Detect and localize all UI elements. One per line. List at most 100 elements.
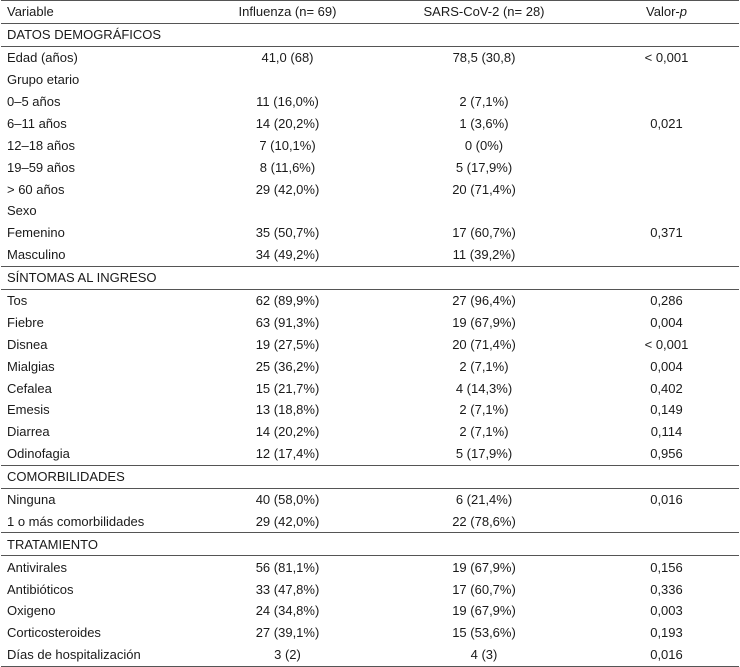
influenza-value: 34 (49,2%) [255, 247, 320, 263]
row-label: 19–59 años [7, 159, 75, 175]
sars-cov-2-value: 4 (3) [374, 643, 594, 667]
sars-cov-2-value: 78,5 (30,8) [452, 50, 516, 66]
header-sars-cov-2: SARS-CoV-2 (n= 28) [423, 4, 545, 20]
table-row: Odinofagia 12 (17,4%) 5 (17,9%) 0,956 [1, 443, 739, 465]
influenza-value: 63 (91,3%) [255, 314, 320, 330]
sars-cov-2-value: 6 (21,4%) [455, 492, 513, 508]
table-header: Variable Influenza (n= 69) SARS-CoV-2 (n… [1, 0, 739, 24]
sars-cov-2-value: 11 (39,2%) [452, 247, 516, 263]
p-value [594, 178, 739, 200]
row-label: Odinofagia [7, 446, 70, 462]
p-value: 0,004 [650, 358, 683, 374]
p-value [594, 200, 739, 222]
row-label: Antivirales [7, 559, 67, 575]
sars-cov-2-value: 19 (67,9%) [452, 559, 516, 575]
row-label: Corticosteroides [7, 625, 101, 641]
sars-cov-2-value: 19 (67,9%) [452, 603, 516, 619]
sars-cov-2-value: 2 (7,1%) [459, 424, 509, 440]
table-row: Masculino 34 (49,2%) 11 (39,2%) [1, 244, 739, 266]
sars-cov-2-value [374, 200, 594, 222]
section-title: TRATAMIENTO [1, 532, 739, 557]
table-body: DATOS DEMOGRÁFICOS Edad (años) 41,0 (68) 78… [1, 22, 739, 667]
sars-cov-2-value: 27 (96,4%) [452, 293, 516, 309]
sars-cov-2-value: 2 (7,1%) [459, 358, 509, 374]
row-label: Ninguna [7, 492, 56, 508]
row-label: 12–18 años [7, 137, 75, 153]
table-row: 12–18 años 7 (10,1%) 0 (0%) [1, 134, 739, 156]
p-value: 0,286 [650, 293, 683, 309]
row-label: Diarrea [7, 424, 50, 440]
section-title: DATOS DEMOGRÁFICOS [1, 22, 739, 47]
influenza-value: 24 (34,8%) [255, 603, 320, 619]
sars-cov-2-value: 22 (78,6%) [452, 513, 516, 529]
p-value: 0,336 [650, 581, 683, 597]
table-row: 0–5 años 11 (16,0%) 2 (7,1%) [1, 91, 739, 113]
influenza-value: 19 (27,5%) [255, 336, 320, 352]
table-row: Grupo etario [1, 69, 739, 91]
row-label: Cefalea [7, 380, 52, 396]
influenza-value: 35 (50,7%) [255, 225, 320, 241]
sars-cov-2-value: 5 (17,9%) [455, 159, 513, 175]
table-row: Antibióticos 33 (47,8%) 17 (60,7%) 0,336 [1, 578, 739, 600]
influenza-value: 8 (11,6%) [259, 159, 316, 175]
row-label: > 60 años [7, 181, 65, 197]
p-value [594, 156, 739, 178]
sars-cov-2-value: 2 (7,1%) [459, 402, 509, 418]
influenza-value: 29 (42,0%) [255, 513, 320, 529]
table-row: 6–11 años 14 (20,2%) 1 (3,6%) 0,021 [1, 112, 739, 134]
table-row: Emesis 13 (18,8%) 2 (7,1%) 0,149 [1, 399, 739, 421]
sars-cov-2-value: 17 (60,7%) [452, 225, 516, 241]
sars-cov-2-value: 1 (3,6%) [459, 115, 509, 131]
table-row: Días de hospitalización 3 (2) 4 (3) 0,016 [1, 643, 739, 667]
table-row: Ninguna 40 (58,0%) 6 (21,4%) 0,016 [1, 488, 739, 510]
sars-cov-2-value: 0 (0%) [464, 137, 504, 153]
p-value: < 0,001 [644, 50, 689, 66]
p-value: 0,021 [650, 115, 683, 131]
sars-cov-2-value: 20 (71,4%) [452, 336, 516, 352]
row-label: Oxigeno [7, 603, 56, 619]
influenza-value: 3 (2) [201, 643, 374, 667]
section-header-row: DATOS DEMOGRÁFICOS [1, 22, 739, 47]
p-value: 0,004 [650, 314, 683, 330]
section-header-row: COMORBILIDADES [1, 464, 739, 489]
p-value [594, 91, 739, 113]
p-value [594, 510, 739, 532]
sars-cov-2-value: 2 (7,1%) [459, 94, 509, 109]
row-label: Sexo [7, 203, 37, 219]
influenza-value: 13 (18,8%) [255, 402, 320, 418]
influenza-value: 7 (10,1%) [259, 137, 316, 153]
table-row: Antivirales 56 (81,1%) 19 (67,9%) 0,156 [1, 556, 739, 578]
section-header-row: TRATAMIENTO [1, 532, 739, 557]
influenza-value: 41,0 (68) [261, 50, 314, 66]
influenza-value: 12 (17,4%) [255, 446, 320, 462]
section-title: COMORBILIDADES [1, 464, 739, 489]
section-header-row: SÍNTOMAS AL INGRESO [1, 265, 739, 290]
row-label: Masculino [7, 247, 66, 263]
table-row: Cefalea 15 (21,7%) 4 (14,3%) 0,402 [1, 377, 739, 399]
row-label: 6–11 años [7, 115, 67, 131]
influenza-value: 40 (58,0%) [255, 492, 320, 508]
row-label: Femenino [7, 225, 65, 241]
table-row: Oxigeno 24 (34,8%) 19 (67,9%) 0,003 [1, 600, 739, 622]
p-value: 0,149 [650, 402, 683, 418]
table-row: Mialgias 25 (36,2%) 2 (7,1%) 0,004 [1, 355, 739, 377]
influenza-value: 62 (89,9%) [255, 293, 320, 309]
row-label: Mialgias [7, 358, 55, 374]
sars-cov-2-value: 5 (17,9%) [455, 446, 513, 462]
header-p-italic: p [679, 4, 687, 20]
p-value: 0,003 [650, 603, 683, 619]
influenza-value: 27 (39,1%) [255, 625, 320, 641]
p-value [594, 69, 739, 91]
influenza-value: 14 (20,2%) [255, 115, 320, 131]
row-label: Edad (años) [7, 50, 78, 66]
row-label: 1 o más comorbilidades [7, 513, 145, 529]
p-value [594, 244, 739, 266]
row-label: Fiebre [7, 314, 44, 330]
p-value: < 0,001 [644, 336, 689, 352]
sars-cov-2-value: 19 (67,9%) [452, 314, 516, 330]
table-row: Fiebre 63 (91,3%) 19 (67,9%) 0,004 [1, 311, 739, 333]
sars-cov-2-value: 4 (14,3%) [455, 380, 513, 396]
header-p-value: Valor-p [594, 1, 739, 24]
influenza-value [201, 69, 374, 91]
